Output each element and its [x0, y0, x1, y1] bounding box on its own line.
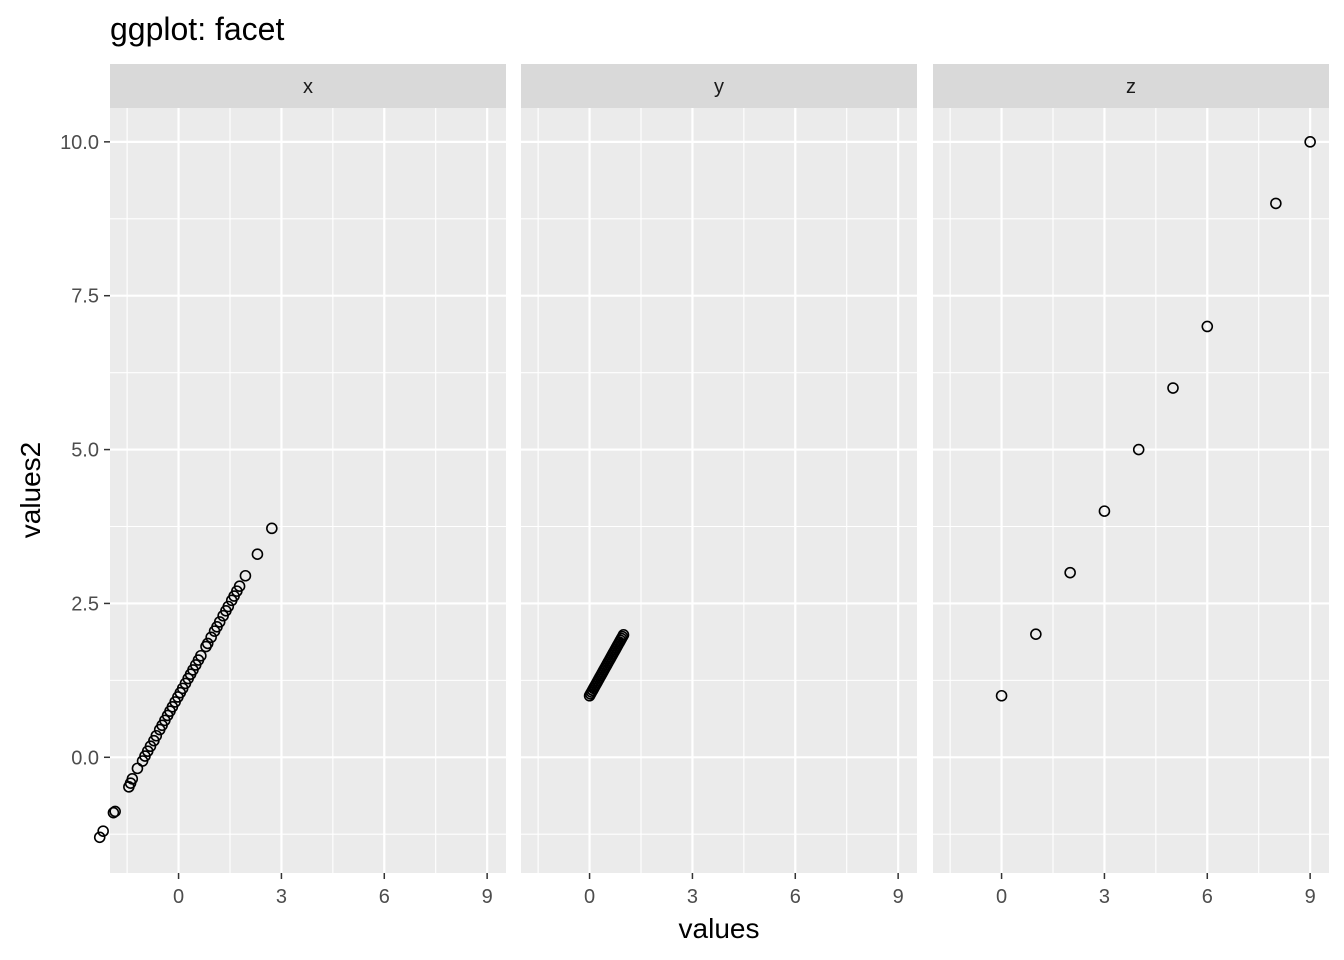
facet-strip-label: z: [1126, 76, 1136, 98]
data-point: [1098, 505, 1111, 517]
data-point: [239, 569, 252, 582]
data-point: [617, 629, 630, 641]
data-point: [995, 689, 1008, 702]
facet-strip-label: y: [714, 76, 724, 98]
facet-strip-label: x: [303, 76, 313, 98]
data-point: [201, 637, 214, 650]
facet-strip: [933, 64, 1329, 108]
chart-title: ggplot: facet: [110, 11, 284, 47]
x-axes: 0 3 6 9 0 3 6 9 0 3 6 9: [173, 873, 1316, 908]
data-point: [233, 580, 246, 593]
data-point: [97, 825, 109, 837]
data-point: [222, 600, 235, 613]
y-tick-label: 2.5: [71, 593, 99, 615]
data-point: [1201, 320, 1214, 333]
data-point: [107, 806, 120, 819]
data-point: [1064, 566, 1076, 579]
x-tick-label: 3: [276, 886, 287, 908]
panel-background: [521, 108, 917, 873]
data-point: [1030, 628, 1042, 641]
x-tick-label: 9: [893, 886, 904, 908]
data-point: [1270, 197, 1282, 210]
data-point: [213, 616, 226, 628]
data-point: [1304, 136, 1316, 148]
data-point: [150, 729, 163, 742]
data-point: [1167, 382, 1179, 394]
y-axis: 0.0 2.5 5.0 7.5 10.0: [60, 132, 110, 769]
panel-background: [933, 108, 1329, 873]
facet-panel-x: x: [93, 64, 506, 873]
x-tick-label: 6: [1202, 886, 1213, 908]
y-tick-label: 0.0: [71, 747, 99, 769]
panel-background: [110, 108, 506, 873]
x-tick-label: 0: [584, 886, 595, 908]
data-point: [251, 548, 264, 560]
x-tick-label: 6: [790, 886, 801, 908]
x-tick-label: 0: [173, 886, 184, 908]
y-tick-label: 10.0: [60, 132, 99, 154]
data-point: [266, 522, 278, 535]
x-tick-label: 9: [482, 886, 493, 908]
x-tick-label: 6: [379, 886, 390, 908]
x-tick-label: 9: [1305, 886, 1316, 908]
data-point: [1132, 443, 1145, 456]
y-tick-label: 7.5: [71, 286, 99, 308]
data-point: [93, 831, 106, 844]
data-point: [205, 631, 217, 644]
x-tick-label: 0: [996, 886, 1007, 908]
y-tick-label: 5.0: [71, 440, 99, 462]
x-tick-label: 3: [687, 886, 698, 908]
x-axis-label: values: [679, 913, 760, 944]
x-tick-label: 3: [1099, 886, 1110, 908]
facet-strip: [521, 64, 917, 108]
facet-panel-z: z: [933, 64, 1329, 873]
y-axis-label: values2: [15, 442, 46, 539]
facet-strip: [110, 64, 506, 108]
facet-panels: x y z: [93, 64, 1329, 873]
data-point: [126, 773, 139, 785]
facet-panel-y: y: [521, 64, 917, 873]
data-point: [109, 805, 121, 818]
data-point: [195, 649, 207, 662]
